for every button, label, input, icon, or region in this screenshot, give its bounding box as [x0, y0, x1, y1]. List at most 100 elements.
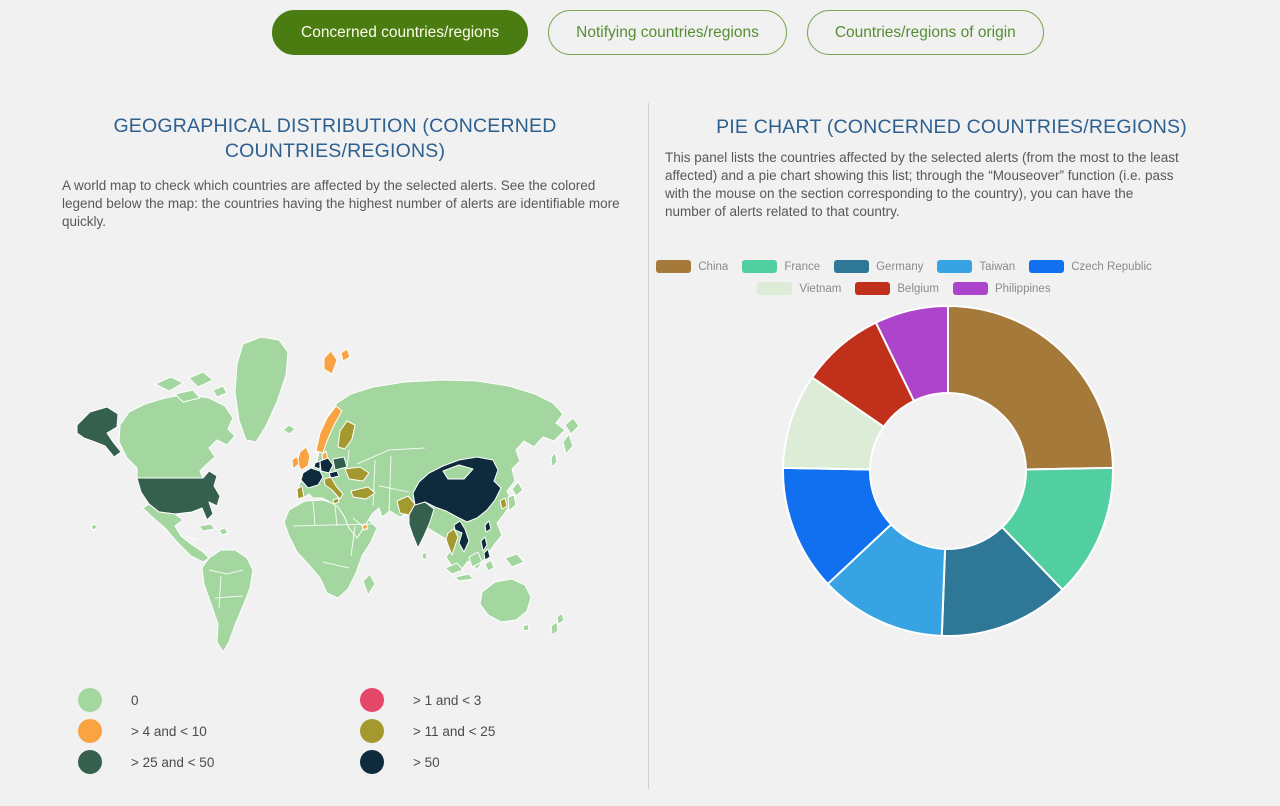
country-japan[interactable] [511, 481, 524, 497]
country-borders [184, 535, 198, 541]
tab-notifying-countries[interactable]: Notifying countries/regions [548, 10, 787, 55]
country-turkey[interactable] [350, 486, 376, 500]
map-panel-title: GEOGRAPHICAL DISTRIBUTION (CONCERNED COU… [113, 115, 557, 162]
country-ireland[interactable] [291, 455, 300, 470]
country-norway[interactable] [315, 405, 343, 454]
country-south-america[interactable] [201, 549, 254, 653]
country-ukraine[interactable] [344, 466, 370, 482]
country-italy[interactable] [332, 497, 340, 505]
legend-color-dot [78, 688, 102, 712]
country-sakhalin[interactable] [550, 451, 558, 468]
legend-swatch [1029, 260, 1065, 273]
country-portugal[interactable] [296, 485, 305, 500]
country-philippines[interactable] [483, 548, 491, 561]
country-mexico[interactable] [142, 503, 210, 563]
pie-legend-item-taiwan[interactable]: Taiwan [937, 260, 1015, 273]
country-arctic-islands[interactable] [212, 385, 228, 398]
country-poland[interactable] [332, 456, 348, 471]
map-legend-item: 0 [78, 688, 360, 712]
map-legend: 0 > 1 and < 3 > 4 and < 10 > 11 and < 25 > 2… [78, 688, 642, 774]
country-uae[interactable] [361, 523, 369, 531]
country-mongolia[interactable] [442, 464, 474, 480]
legend-label: > 4 and < 10 [131, 723, 207, 739]
country-alaska[interactable] [76, 406, 122, 458]
country-iceland[interactable] [282, 424, 296, 435]
pie-panel-description: This panel lists the countries affected … [665, 149, 1179, 220]
country-ne-russia[interactable] [564, 417, 580, 435]
pie-legend-item-france[interactable]: France [742, 260, 820, 273]
country-hawaii[interactable] [90, 523, 98, 531]
country-indonesia[interactable] [444, 562, 464, 575]
legend-color-dot [78, 750, 102, 774]
country-czech-republic[interactable] [328, 470, 340, 479]
country-svalbard[interactable] [340, 348, 351, 362]
tab-concerned-countries[interactable]: Concerned countries/regions [272, 10, 529, 55]
country-new-guinea[interactable] [504, 553, 525, 568]
country-finland[interactable] [337, 420, 356, 450]
legend-label: Taiwan [979, 260, 1016, 273]
country-arctic-islands[interactable] [188, 371, 214, 388]
country-arctic-islands[interactable] [154, 376, 184, 392]
country-indonesia[interactable] [454, 573, 474, 582]
pie-legend-item-vietnam[interactable]: Vietnam [757, 282, 841, 295]
country-new-zealand[interactable] [550, 621, 559, 636]
country-uk[interactable] [296, 446, 311, 471]
country-madagascar[interactable] [362, 573, 376, 596]
country-germany[interactable] [319, 457, 334, 474]
legend-label: 0 [131, 692, 139, 708]
country-borders [312, 500, 316, 527]
pie-legend-item-china[interactable]: China [656, 260, 728, 273]
view-tabs: Concerned countries/regions Notifying co… [272, 10, 1044, 55]
country-canada[interactable] [118, 393, 236, 479]
map-legend-item: > 1 and < 3 [360, 688, 642, 712]
country-france[interactable] [300, 467, 324, 489]
legend-label: > 11 and < 25 [413, 723, 496, 739]
legend-label: > 25 and < 50 [131, 754, 215, 770]
country-benelux[interactable] [313, 460, 321, 470]
pie-legend-item-belgium[interactable]: Belgium [855, 282, 939, 295]
pie-legend-item-philippines[interactable]: Philippines [952, 282, 1051, 295]
country-tasmania[interactable] [522, 623, 530, 632]
country-borders [356, 447, 426, 465]
legend-swatch [742, 260, 778, 273]
country-indonesia[interactable] [484, 559, 495, 572]
legend-swatch [952, 282, 988, 295]
country-caribbean[interactable] [198, 523, 216, 532]
country-greenland[interactable] [234, 336, 289, 443]
map-legend-item: > 4 and < 10 [78, 719, 360, 743]
pie-legend-item-czech-republic[interactable]: Czech Republic [1029, 260, 1152, 273]
legend-color-dot [360, 750, 384, 774]
legend-label: > 1 and < 3 [413, 692, 482, 708]
legend-color-dot [360, 688, 384, 712]
pie-panel-title: PIE CHART (CONCERNED COUNTRIES/REGIONS) [716, 116, 1187, 138]
country-borneo[interactable] [468, 551, 483, 568]
country-borders [388, 455, 392, 513]
donut-chart [778, 301, 1118, 641]
tab-countries-of-origin[interactable]: Countries/regions of origin [806, 10, 1044, 55]
pie-chart-panel: PIE CHART (CONCERNED COUNTRIES/REGIONS) … [663, 115, 1240, 221]
country-japan[interactable] [507, 494, 517, 512]
country-sri-lanka[interactable] [421, 551, 428, 561]
pie-slice-china[interactable] [947, 305, 1114, 471]
legend-label: Philippines [994, 282, 1051, 295]
country-svalbard[interactable] [323, 350, 338, 375]
country-australia[interactable] [479, 578, 532, 623]
country-taiwan[interactable] [484, 520, 492, 533]
legend-swatch [855, 282, 891, 295]
country-arctic-islands[interactable] [174, 389, 201, 403]
country-thailand[interactable] [445, 528, 459, 556]
legend-swatch [937, 260, 973, 273]
country-caribbean[interactable] [218, 527, 229, 536]
pie-legend: China France Germany Taiwan Czech Republic Vi… [656, 260, 1152, 304]
pie-legend-item-germany[interactable]: Germany [834, 260, 923, 273]
country-philippines[interactable] [480, 536, 488, 552]
country-kamchatka[interactable] [562, 433, 574, 455]
legend-label: China [698, 260, 729, 273]
country-new-zealand[interactable] [556, 612, 565, 625]
country-italy[interactable] [323, 476, 344, 500]
country-south-korea[interactable] [499, 497, 508, 510]
country-vietnam[interactable] [453, 520, 470, 553]
legend-color-dot [360, 719, 384, 743]
pie-slice-philippines[interactable] [874, 305, 949, 402]
country-china[interactable] [412, 456, 502, 523]
